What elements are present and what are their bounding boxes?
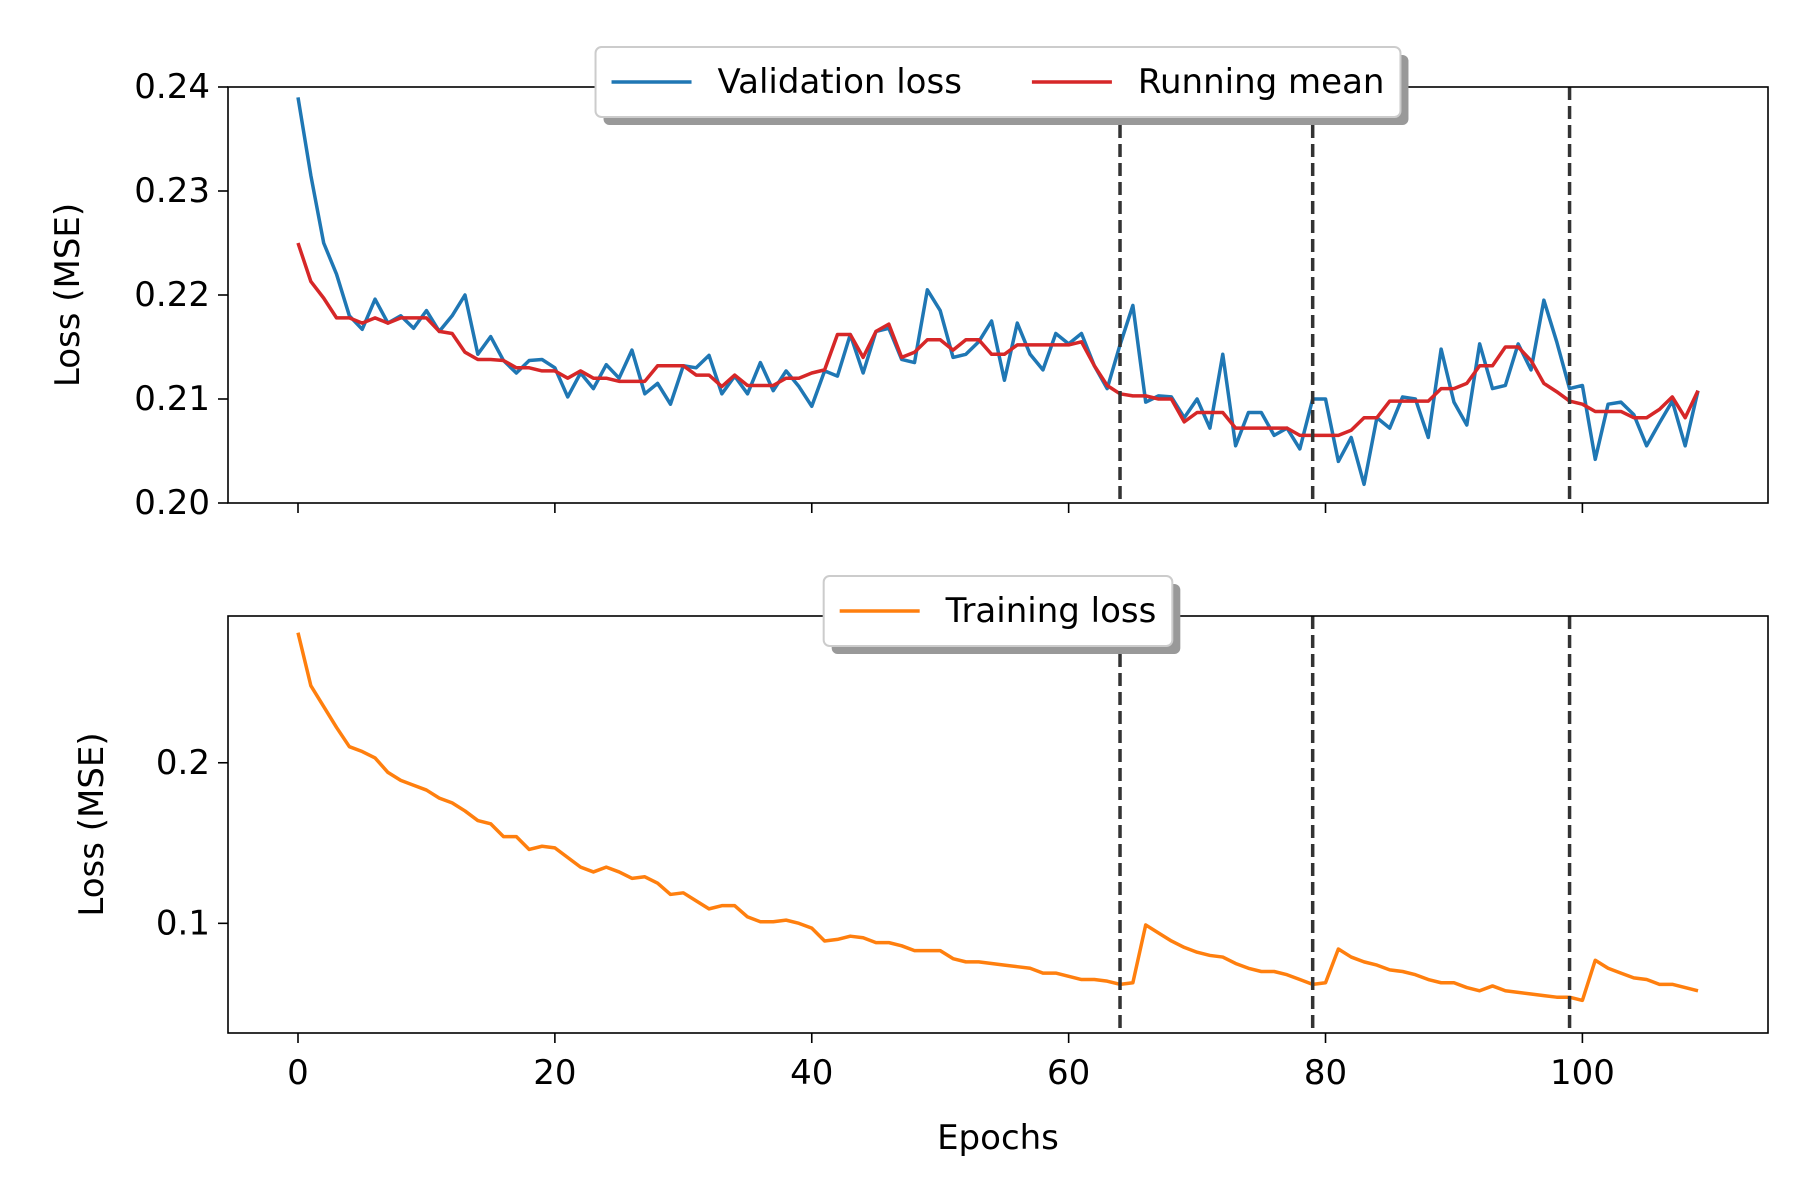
y-tick-label: 0.24 [134,67,210,107]
x-tick-label: 80 [1304,1053,1347,1093]
y-tick-label: 0.20 [134,483,210,523]
panel: 0.20 0.21 0.22 0.23 0.24 Loss (MSE) [48,67,1769,523]
x-tick-label: 0 [287,1053,309,1093]
plot-frame [227,615,1769,1034]
legend-label: Validation loss [718,62,962,102]
y-tick-label: 0.2 [156,743,210,783]
y-axis-label: Loss (MSE) [48,203,88,387]
legend: Validation loss Running mean [594,46,1409,125]
x-tick-label: 100 [1550,1053,1615,1093]
series-line [296,632,1699,1003]
legend: Training loss [822,575,1181,654]
plot-frame [227,86,1769,504]
series-line [296,97,1700,487]
y-axis-label: Loss (MSE) [72,732,112,916]
series-line [296,242,1700,438]
y-tick-label: 0.22 [134,275,210,315]
legend-label: Running mean [1138,62,1385,102]
y-tick-label: 0.1 [156,903,210,943]
y-tick-label: 0.21 [134,379,210,419]
x-tick-label: 40 [790,1053,833,1093]
legend-label: Training loss [945,591,1157,631]
x-axis-label: Epochs [937,1118,1059,1158]
legend-box [822,575,1174,647]
y-tick-label: 0.23 [134,171,210,211]
legend-box [594,46,1402,118]
x-tick-label: 20 [533,1053,576,1093]
x-tick-label: 60 [1047,1053,1090,1093]
panel: 0.1 0.2 0 20 40 60 80 100 Loss (MSE) Epochs [72,615,1769,1158]
